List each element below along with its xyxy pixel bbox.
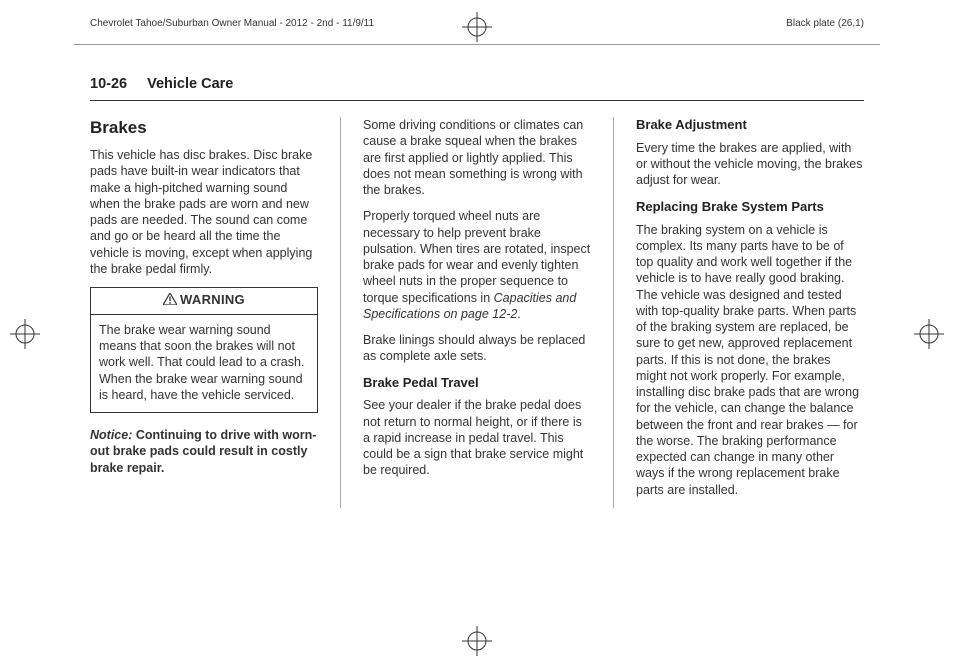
column-separator — [613, 117, 614, 508]
subheading-pedal-travel: Brake Pedal Travel — [363, 375, 591, 392]
paragraph: Some driving conditions or climates can … — [363, 117, 591, 198]
header-rule — [74, 44, 880, 45]
crop-mark-left — [10, 319, 40, 349]
warning-heading: WARNING — [91, 288, 317, 315]
warning-box: WARNING The brake wear warning sound mea… — [90, 287, 318, 413]
paragraph: The braking system on a vehicle is compl… — [636, 222, 864, 498]
text: . — [517, 307, 520, 321]
paragraph: This vehicle has disc brakes. Disc brake… — [90, 147, 318, 277]
paragraph: Properly torqued wheel nuts are necessar… — [363, 208, 591, 322]
paragraph: See your dealer if the brake pedal does … — [363, 397, 591, 478]
section-heading-brakes: Brakes — [90, 117, 318, 139]
column-separator — [340, 117, 341, 508]
subheading-brake-adjustment: Brake Adjustment — [636, 117, 864, 134]
page-number: 10-26 — [90, 76, 127, 92]
columns: Brakes This vehicle has disc brakes. Dis… — [90, 117, 864, 508]
crop-mark-right — [914, 319, 944, 349]
warning-icon — [163, 293, 177, 310]
column-2: Some driving conditions or climates can … — [363, 117, 591, 508]
page-title: Vehicle Care — [147, 76, 233, 92]
header-left: Chevrolet Tahoe/Suburban Owner Manual - … — [90, 18, 374, 29]
column-3: Brake Adjustment Every time the brakes a… — [636, 117, 864, 508]
notice: Notice: Continuing to drive with worn-ou… — [90, 427, 318, 476]
paragraph: Brake linings should always be replaced … — [363, 332, 591, 365]
warning-body: The brake wear warning sound means that … — [91, 315, 317, 412]
paragraph: Every time the brakes are applied, with … — [636, 140, 864, 189]
warning-label: WARNING — [180, 292, 245, 307]
notice-lead: Notice: — [90, 428, 132, 442]
crop-mark-bottom — [462, 626, 492, 656]
page-header: 10-26 Vehicle Care — [90, 76, 864, 101]
header-right: Black plate (26,1) — [786, 18, 864, 29]
column-1: Brakes This vehicle has disc brakes. Dis… — [90, 117, 318, 508]
subheading-replacing-parts: Replacing Brake System Parts — [636, 199, 864, 216]
